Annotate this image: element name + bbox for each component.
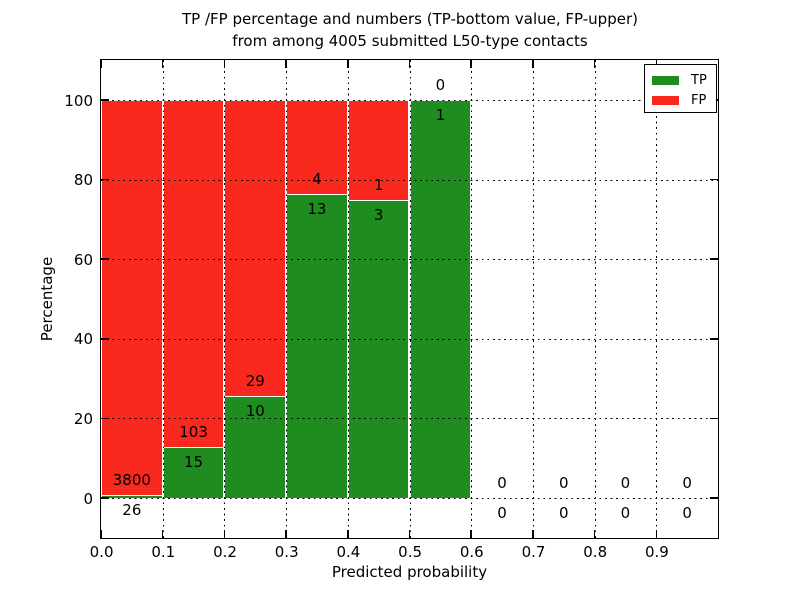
x-tick-label: 0.2 [213, 543, 237, 561]
legend: TP FP [644, 64, 717, 113]
x-tick-label: 0.1 [151, 543, 176, 561]
tp-count-label: 10 [245, 401, 265, 420]
gridline-vertical [224, 60, 226, 538]
fp-count-label: 4 [312, 169, 322, 188]
x-tick-mark [408, 530, 411, 538]
fp-count-label: 0 [558, 474, 569, 492]
y-tick-mark-right [710, 417, 718, 420]
x-tick-mark-top [593, 60, 596, 68]
y-tick-label: 60 [73, 250, 93, 269]
fp-count-label: 0 [682, 474, 692, 492]
fp-count-label: 0 [497, 474, 507, 492]
x-tick-mark [285, 530, 287, 538]
x-tick-mark [655, 530, 658, 538]
tp-count-label: 15 [184, 453, 204, 472]
gridline-vertical [162, 60, 164, 538]
gridline-vertical [286, 60, 288, 538]
gridline-vertical [594, 60, 596, 538]
x-tick-label: 0.8 [583, 543, 608, 561]
gridline-vertical [656, 60, 658, 538]
y-tick-label: 40 [73, 330, 93, 349]
fp-count-label: 3800 [112, 471, 151, 490]
x-tick-mark-top [347, 60, 349, 68]
legend-label: TP [691, 72, 707, 88]
x-tick-mark [593, 530, 596, 538]
tp-count-label: 26 [122, 501, 142, 520]
bar-segment-tp [409, 100, 472, 498]
legend-row: FP [652, 90, 716, 110]
fp-count-label: 1 [373, 175, 384, 194]
x-tick-mark [223, 530, 226, 538]
y-tick-mark-right [710, 258, 718, 260]
x-tick-label: 0.5 [398, 543, 423, 561]
bar-segment-fp [224, 100, 287, 396]
x-tick-mark-top [161, 60, 164, 68]
gridline-vertical [532, 60, 534, 538]
y-tick-mark [101, 258, 109, 260]
y-tick-mark-right [710, 178, 718, 181]
fp-count-label: 29 [245, 371, 265, 390]
x-tick-mark [532, 530, 534, 538]
tp-count-label: 3 [373, 205, 384, 224]
tp-count-label: 13 [307, 199, 327, 218]
bar-segment-tp [224, 395, 287, 498]
x-tick-mark [161, 530, 164, 538]
gridline-vertical [471, 60, 473, 538]
x-tick-label: 0.4 [336, 543, 361, 561]
legend-swatch-fp [652, 95, 679, 105]
bar-segment-tp [286, 193, 348, 498]
x-tick-mark [470, 530, 472, 538]
x-tick-label: 0.3 [274, 543, 299, 561]
tp-count-label: 0 [682, 504, 692, 522]
legend-label: FP [691, 92, 707, 108]
bar-segment-tp [101, 495, 163, 498]
y-tick-mark [101, 497, 109, 499]
bar-segment-fp [162, 100, 225, 448]
x-tick-label: 0.7 [521, 543, 546, 561]
legend-row: TP [652, 70, 716, 90]
x-tick-label: 0.9 [644, 543, 669, 561]
x-tick-label: 0.0 [89, 543, 114, 561]
x-tick-mark-top [532, 60, 534, 68]
y-tick-label: 0 [83, 489, 93, 508]
x-tick-mark-top [470, 60, 472, 68]
tp-count-label: 0 [558, 504, 569, 522]
y-tick-mark [101, 99, 109, 101]
fp-count-label: 0 [620, 474, 631, 492]
tp-count-label: 0 [620, 504, 631, 522]
x-tick-mark-top [223, 60, 226, 68]
chart-title: TP /FP percentage and numbers (TP-bottom… [101, 8, 719, 52]
y-tick-label: 20 [73, 410, 93, 428]
y-tick-mark-right [710, 338, 718, 340]
x-tick-mark-top [408, 60, 411, 68]
x-tick-mark-top [100, 60, 102, 68]
x-tick-mark-top [285, 60, 287, 68]
y-tick-label: 100 [64, 91, 93, 110]
chart-title-line1: TP /FP percentage and numbers (TP-bottom… [182, 10, 638, 28]
tp-count-label: 1 [435, 106, 446, 124]
x-axis-label: Predicted probability [331, 563, 488, 581]
tp-count-label: 0 [497, 504, 507, 522]
y-tick-label: 80 [73, 171, 93, 190]
x-tick-mark [100, 530, 102, 538]
gridline-vertical [409, 60, 411, 538]
fp-count-label: 103 [179, 423, 208, 442]
y-tick-mark [101, 178, 109, 181]
bar-segment-tp [347, 199, 410, 498]
plot-area: 3800 26 103 15 29 10 4 13 1 3 0 1 0 0 0 0 0 0 0 0 [100, 59, 719, 539]
y-tick-mark [101, 417, 109, 420]
legend-swatch-tp [652, 75, 679, 85]
x-tick-mark [347, 530, 349, 538]
y-tick-mark [101, 338, 109, 340]
x-tick-label: 0.6 [459, 543, 484, 561]
fp-count-label: 0 [435, 76, 446, 94]
y-tick-mark-right [710, 497, 718, 499]
gridline-vertical [347, 60, 349, 538]
bar-segment-fp [101, 100, 163, 496]
chart-title-line2: from among 4005 submitted L50-type conta… [232, 32, 588, 50]
